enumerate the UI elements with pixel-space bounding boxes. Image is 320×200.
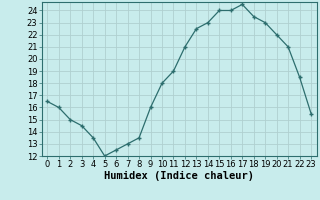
X-axis label: Humidex (Indice chaleur): Humidex (Indice chaleur): [104, 171, 254, 181]
